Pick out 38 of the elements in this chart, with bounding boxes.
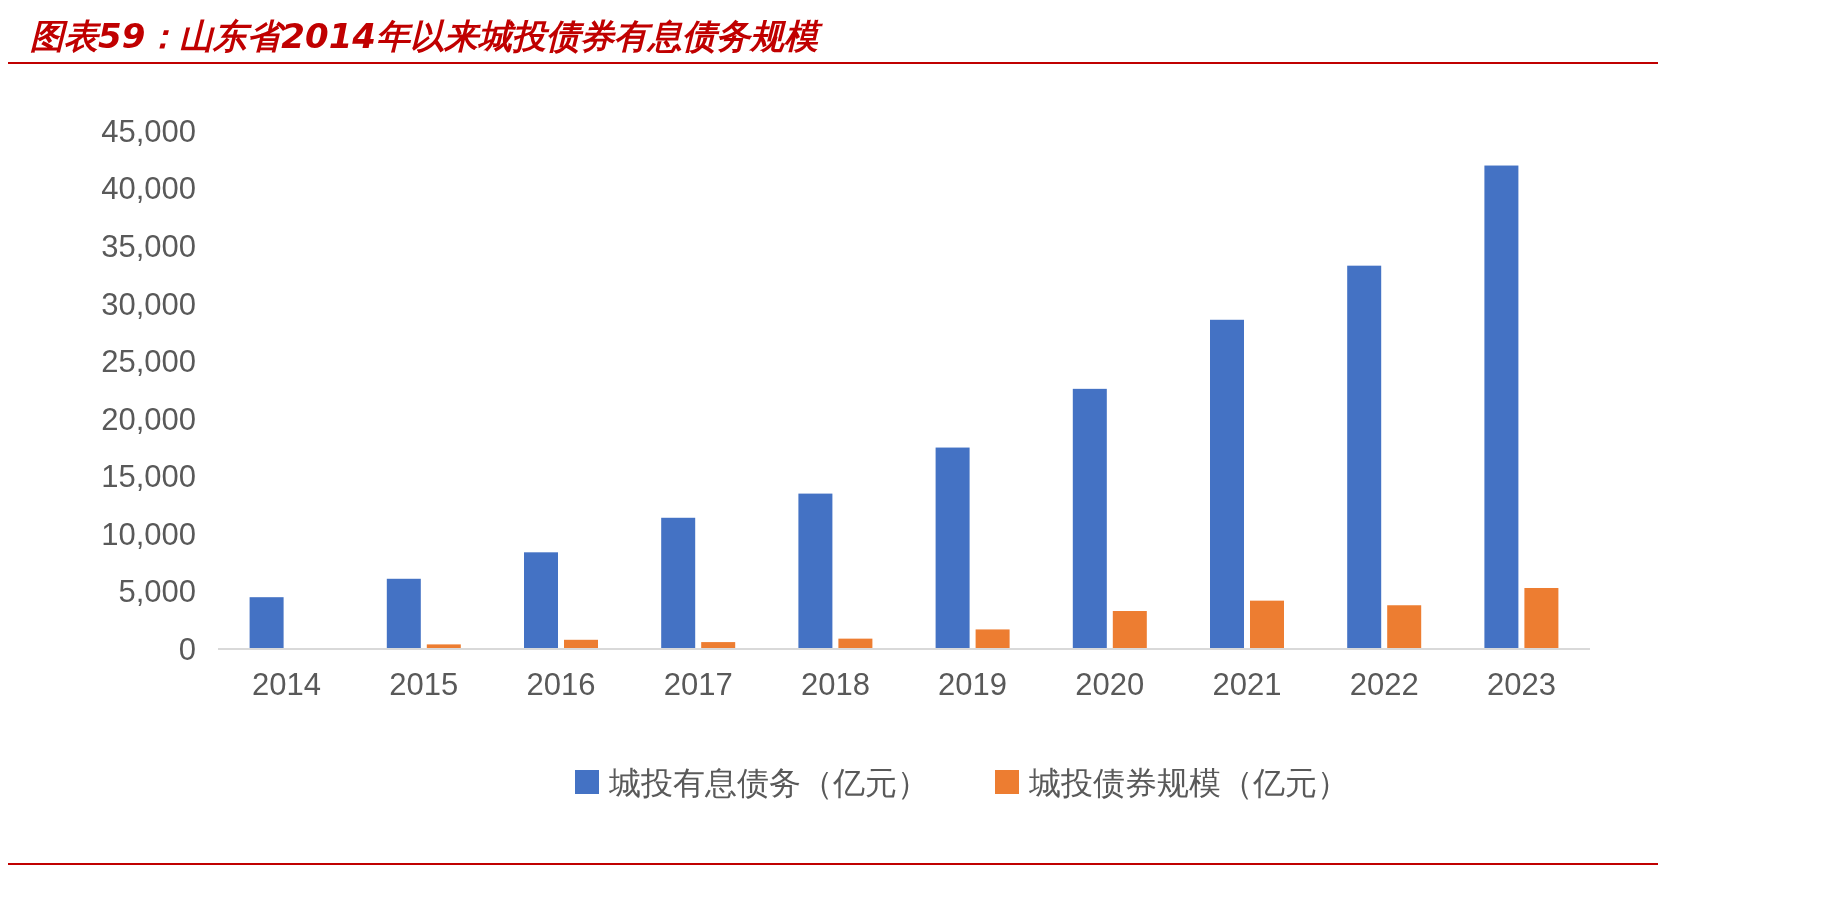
legend-label: 城投债券规模（亿元） [1028, 765, 1349, 802]
x-tick-label: 2023 [1486, 667, 1556, 702]
y-tick-label: 10,000 [101, 516, 196, 552]
bar [661, 517, 696, 649]
bar [935, 447, 970, 649]
bar [1072, 388, 1107, 649]
x-tick-label: 2016 [526, 667, 596, 702]
y-tick-label: 15,000 [101, 459, 196, 495]
y-tick-label: 5,000 [118, 574, 196, 610]
y-tick-label: 45,000 [101, 113, 196, 149]
bar [1250, 600, 1284, 649]
bar [249, 597, 284, 649]
y-tick-label: 20,000 [101, 401, 196, 437]
y-tick-label: 35,000 [101, 228, 196, 264]
bar [975, 629, 1010, 649]
x-tick-label: 2019 [938, 667, 1008, 702]
bar [1524, 587, 1559, 649]
bar [386, 578, 421, 649]
y-tick-label: 40,000 [101, 171, 196, 207]
bar [524, 552, 558, 649]
x-tick-label: 2014 [252, 667, 322, 702]
x-tick-label: 2022 [1349, 667, 1419, 702]
y-tick-label: 0 [178, 631, 196, 667]
x-tick-label: 2015 [389, 667, 459, 702]
y-tick-label: 30,000 [101, 286, 196, 322]
x-tick-label: 2017 [663, 667, 733, 702]
legend-label: 城投有息债务（亿元） [608, 765, 929, 802]
bar [1210, 319, 1244, 649]
bar [1112, 611, 1147, 649]
bar [1387, 605, 1422, 649]
y-tick-label: 25,000 [101, 344, 196, 380]
bar [1484, 165, 1519, 649]
x-tick-label: 2021 [1212, 667, 1282, 702]
chart-title: 图表59：山东省2014年以来城投债券有息债务规模 [30, 16, 823, 56]
x-tick-label: 2018 [800, 667, 870, 702]
bar [1347, 265, 1382, 649]
x-tick-label: 2020 [1075, 667, 1145, 702]
bar [798, 493, 833, 649]
